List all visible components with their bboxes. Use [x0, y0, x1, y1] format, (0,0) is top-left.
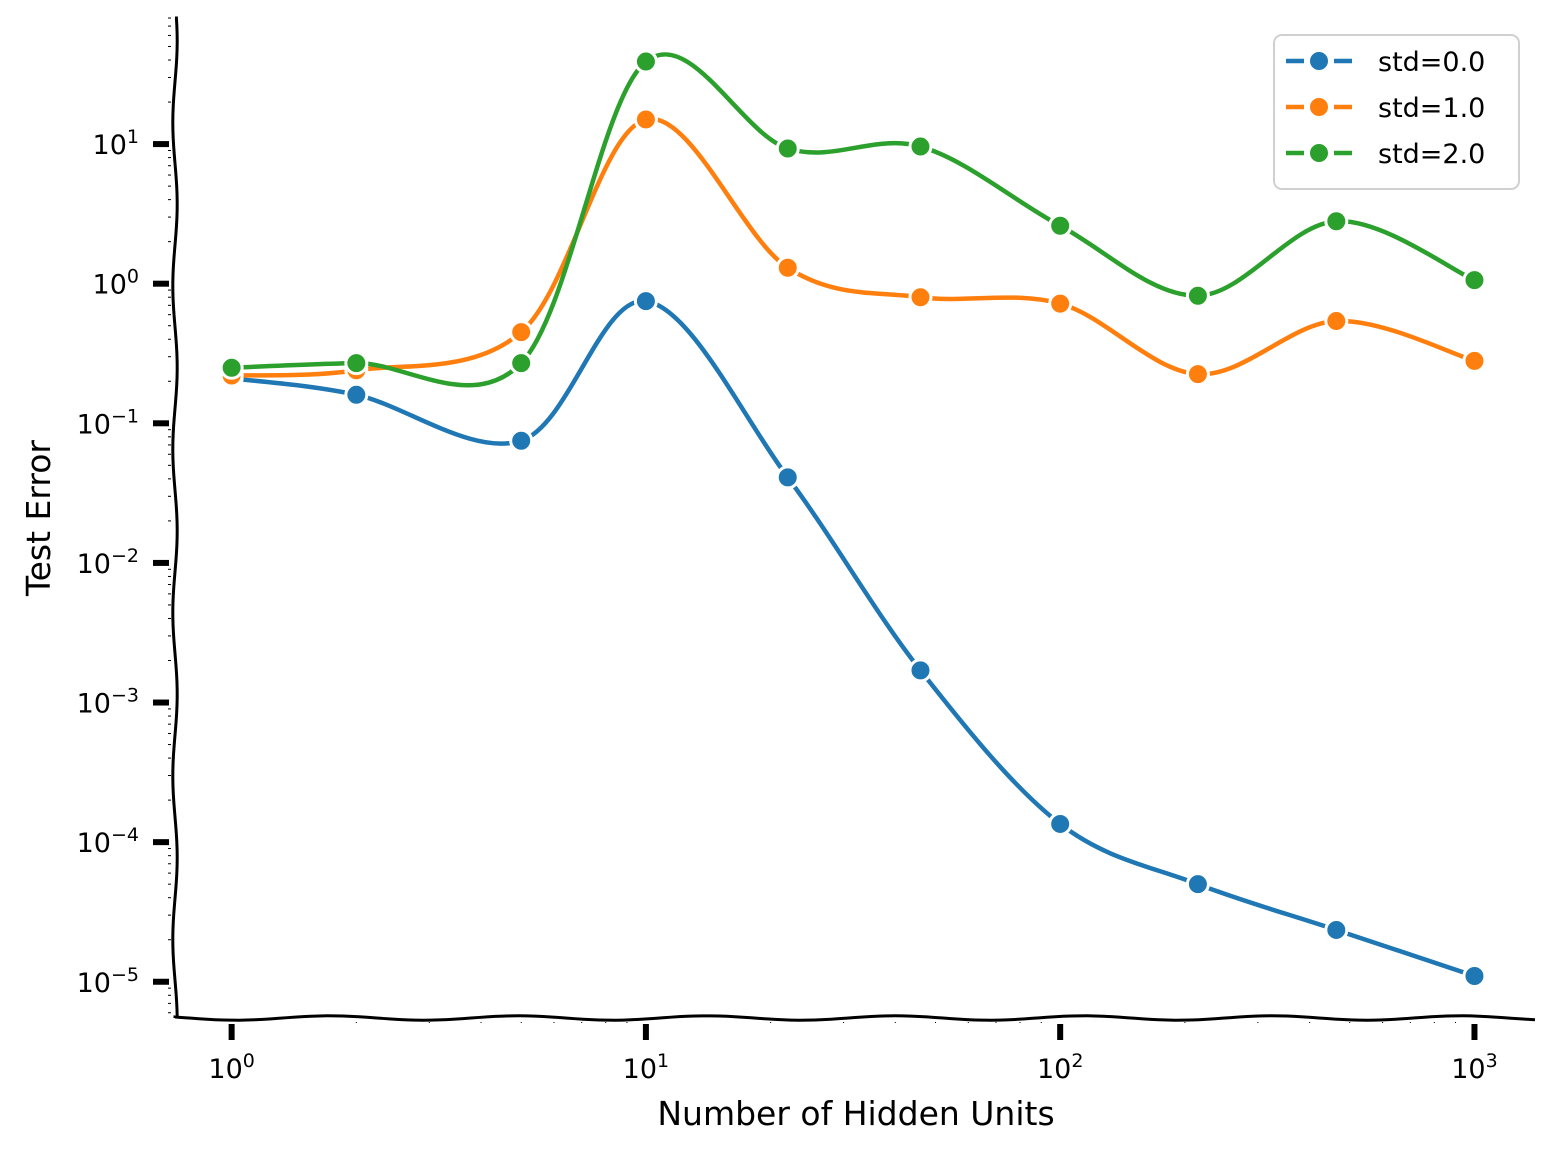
data-point — [775, 465, 800, 490]
y-tick-label: 101 — [93, 126, 139, 161]
ticks: 100 101 102 103 10−5 10−4 10−3 10−2 10−1 100 101 — [77, 17, 1498, 1085]
series-std=2.0 — [219, 49, 1487, 388]
data-point — [633, 107, 658, 132]
legend-marker — [1307, 95, 1331, 119]
y-axis-spine — [171, 16, 179, 1019]
legend-item: std=1.0 — [1286, 93, 1485, 124]
data-point — [1185, 283, 1210, 308]
data-point — [509, 351, 534, 376]
series-line — [229, 298, 1477, 979]
x-tick-label: 103 — [1451, 1050, 1497, 1085]
data-point — [908, 134, 933, 159]
data-point — [908, 285, 933, 310]
data-point — [1185, 872, 1210, 897]
data-point — [1185, 362, 1210, 387]
y-tick-label: 10−1 — [77, 405, 139, 440]
legend-label: std=2.0 — [1378, 139, 1485, 170]
data-point — [1324, 209, 1349, 234]
data-point — [1462, 348, 1487, 373]
series-std=1.0 — [219, 107, 1487, 388]
legend: std=0.0 std=1.0 std=2.0 — [1273, 34, 1520, 190]
series-line — [229, 52, 1477, 388]
y-tick-label: 10−4 — [77, 824, 139, 859]
legend-label: std=0.0 — [1378, 47, 1485, 78]
data-point — [775, 136, 800, 161]
data-point — [344, 382, 369, 407]
data-point — [633, 49, 658, 74]
data-point — [908, 658, 933, 683]
x-tick-label: 102 — [1037, 1050, 1083, 1085]
data-point — [1048, 213, 1073, 238]
x-axis-spine — [173, 1014, 1536, 1022]
y-tick-label: 100 — [93, 266, 139, 301]
y-tick-label: 10−5 — [77, 964, 139, 999]
y-tick-label: 10−3 — [77, 685, 139, 720]
x-axis-label: Number of Hidden Units — [657, 1094, 1054, 1133]
data-point — [344, 351, 369, 376]
legend-marker — [1307, 49, 1331, 73]
data-point — [1462, 963, 1487, 988]
series-line — [229, 116, 1477, 378]
data-point — [1324, 917, 1349, 942]
x-tick-label: 101 — [623, 1050, 669, 1085]
legend-marker — [1307, 141, 1331, 165]
data-point — [509, 320, 534, 345]
legend-frame — [1273, 34, 1520, 190]
x-tick-label: 100 — [208, 1050, 254, 1085]
data-point — [1462, 268, 1487, 293]
series-group — [219, 49, 1487, 988]
data-point — [509, 428, 534, 453]
y-axis-label: Test Error — [19, 440, 58, 597]
data-point — [633, 289, 658, 314]
data-point — [1048, 811, 1073, 836]
data-point — [775, 255, 800, 280]
y-tick-label: 10−2 — [77, 545, 139, 580]
data-point — [1048, 291, 1073, 316]
legend-item: std=0.0 — [1286, 47, 1485, 78]
legend-item: std=2.0 — [1286, 139, 1485, 170]
legend-label: std=1.0 — [1378, 93, 1485, 124]
data-point — [219, 355, 244, 380]
axes — [171, 16, 1536, 1022]
data-point — [1324, 309, 1349, 334]
